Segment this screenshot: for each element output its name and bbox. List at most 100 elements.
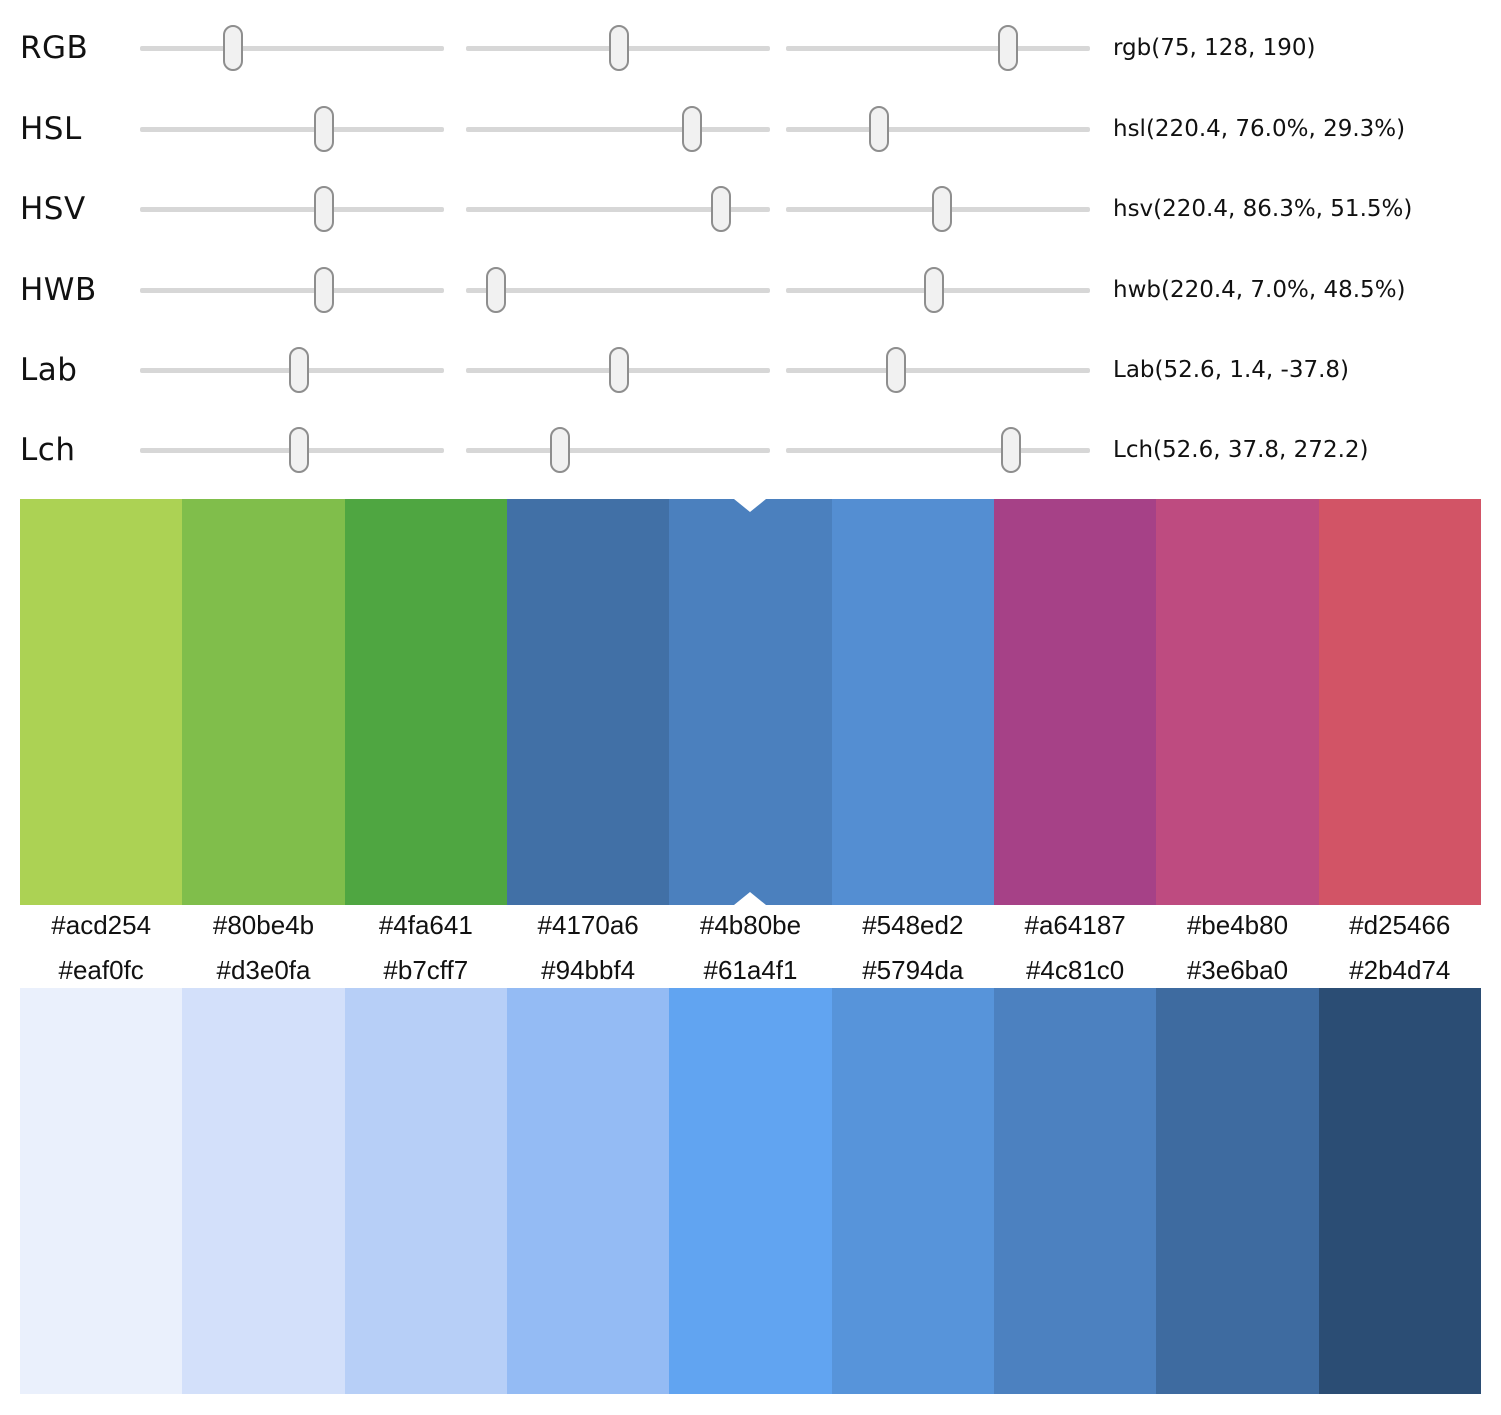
rgb-blue-slider-track[interactable] [786,45,1090,51]
slider-row-hsv: HSV hsv(220.4, 86.3%, 51.5%) [0,169,1501,249]
slider-row-hsl: HSL hsl(220.4, 76.0%, 29.3%) [0,89,1501,169]
harmony-hex-label-3: #4fa641 [378,910,473,940]
shades-swatch-2[interactable] [182,988,345,1394]
shades-swatch-4[interactable] [506,988,670,1394]
rgb-green-slider-thumb[interactable] [608,25,629,71]
harmony-hex-label-5: #4b80be [699,910,802,940]
lch-h-slider-track[interactable] [786,447,1090,453]
hsl-saturation-slider-thumb[interactable] [681,106,702,152]
lch-value-label: Lch(52.6, 37.8, 272.2) [1113,437,1369,463]
harmony-hex-label-7: #a64187 [1024,910,1126,940]
harmony-swatch-9[interactable] [1318,499,1481,905]
shades-swatch-6[interactable] [831,988,994,1394]
hsv-saturation-slider[interactable] [466,185,770,233]
hsl-hue-slider-thumb[interactable] [313,106,334,152]
shades-swatch-5[interactable] [669,988,832,1394]
shades-hex-label-3: #b7cff7 [383,955,469,985]
hsv-saturation-slider-thumb[interactable] [711,186,732,232]
harmony-swatch-6[interactable] [831,499,994,905]
selected-swatch-notch-top [734,499,767,512]
lch-l-slider[interactable] [140,426,444,474]
harmony-swatch-8[interactable] [1156,499,1319,905]
hwb-whiteness-slider-thumb[interactable] [485,267,506,313]
lab-a-slider-thumb[interactable] [609,347,630,393]
hsv-label: HSV [20,191,86,227]
lch-h-slider-thumb[interactable] [1000,427,1021,473]
shades-swatch-8[interactable] [1156,988,1319,1394]
harmony-hex-labels: #acd254 #80be4b #4fa641 #4170a6 #4b80be #548e… [20,906,1481,944]
rgb-value-label: rgb(75, 128, 190) [1113,35,1316,61]
shades-hex-label-6: #5794da [862,955,964,985]
rgb-green-slider[interactable] [466,24,770,72]
hsv-saturation-slider-track[interactable] [466,206,770,212]
slider-panel: RGB rgb(75, 128, 190) HSL hsl(220.4, [0,0,1501,492]
hwb-blackness-slider-thumb[interactable] [923,267,944,313]
lch-l-slider-thumb[interactable] [289,427,310,473]
slider-row-hwb: HWB hwb(220.4, 7.0%, 48.5%) [0,250,1501,330]
rgb-red-slider-thumb[interactable] [223,25,244,71]
harmony-hex-label-8: #be4b80 [1186,910,1289,940]
hwb-label: HWB [20,272,97,308]
hsl-lightness-slider-track[interactable] [786,126,1090,132]
hsv-value-label: hsv(220.4, 86.3%, 51.5%) [1113,196,1413,222]
lab-b-slider-thumb[interactable] [885,347,906,393]
hsl-hue-slider-track[interactable] [140,126,444,132]
harmony-hex-label-4: #4170a6 [537,910,639,940]
hwb-whiteness-slider-track[interactable] [466,287,770,293]
shades-swatch-7[interactable] [993,988,1157,1394]
rgb-red-slider[interactable] [140,24,444,72]
slider-row-lch: Lch Lch(52.6, 37.8, 272.2) [0,410,1501,490]
lch-c-slider[interactable] [466,426,770,474]
hsl-lightness-slider[interactable] [786,105,1090,153]
lab-a-slider[interactable] [466,346,770,394]
hsv-value-slider-thumb[interactable] [932,186,953,232]
harmony-hex-label-2: #80be4b [212,910,315,940]
hsv-value-slider[interactable] [786,185,1090,233]
lab-b-slider[interactable] [786,346,1090,394]
lab-label: Lab [20,352,78,388]
hwb-hue-slider-track[interactable] [140,287,444,293]
harmony-hex-label-6: #548ed2 [862,910,964,940]
shades-hex-label-4: #94bbf4 [541,955,636,985]
slider-row-lab: Lab Lab(52.6, 1.4, -37.8) [0,330,1501,410]
hsl-hue-slider[interactable] [140,105,444,153]
hwb-hue-slider-thumb[interactable] [313,267,334,313]
lab-l-slider[interactable] [140,346,444,394]
lab-l-slider-thumb[interactable] [289,347,310,393]
shades-swatch-9[interactable] [1318,988,1481,1394]
hsl-saturation-slider-track[interactable] [466,126,770,132]
lch-c-slider-thumb[interactable] [549,427,570,473]
hwb-value-label: hwb(220.4, 7.0%, 48.5%) [1113,277,1406,303]
hwb-hue-slider[interactable] [140,266,444,314]
shades-swatch-3[interactable] [344,988,507,1394]
rgb-red-slider-track[interactable] [140,45,444,51]
hsv-hue-slider[interactable] [140,185,444,233]
harmony-swatch-5[interactable] [669,499,832,905]
lch-h-slider[interactable] [786,426,1090,474]
hsl-lightness-slider-thumb[interactable] [869,106,890,152]
hwb-blackness-slider[interactable] [786,266,1090,314]
rgb-blue-slider[interactable] [786,24,1090,72]
hsl-saturation-slider[interactable] [466,105,770,153]
hwb-whiteness-slider[interactable] [466,266,770,314]
harmony-swatch-4[interactable] [506,499,670,905]
shades-hex-label-8: #3e6ba0 [1186,955,1289,985]
lch-label: Lch [20,432,76,468]
harmony-hex-label-9: #d25466 [1349,910,1451,940]
hsv-hue-slider-track[interactable] [140,206,444,212]
rgb-label: RGB [20,30,89,66]
shades-hex-label-7: #4c81c0 [1025,955,1125,985]
harmony-hex-label-1: #acd254 [51,910,152,940]
selected-swatch-notch-bottom [734,892,767,905]
harmony-swatch-3[interactable] [344,499,507,905]
hsv-hue-slider-thumb[interactable] [313,186,334,232]
harmony-swatch-2[interactable] [182,499,345,905]
shades-hex-labels: #eaf0fc #d3e0fa #b7cff7 #94bbf4 #61a4f1 #5794… [20,951,1481,989]
rgb-blue-slider-thumb[interactable] [997,25,1018,71]
shades-swatch-1[interactable] [20,988,183,1394]
lch-c-slider-track[interactable] [466,447,770,453]
harmony-swatch-7[interactable] [993,499,1157,905]
lab-b-slider-track[interactable] [786,367,1090,373]
lab-value-label: Lab(52.6, 1.4, -37.8) [1113,357,1349,383]
harmony-swatch-1[interactable] [20,499,183,905]
